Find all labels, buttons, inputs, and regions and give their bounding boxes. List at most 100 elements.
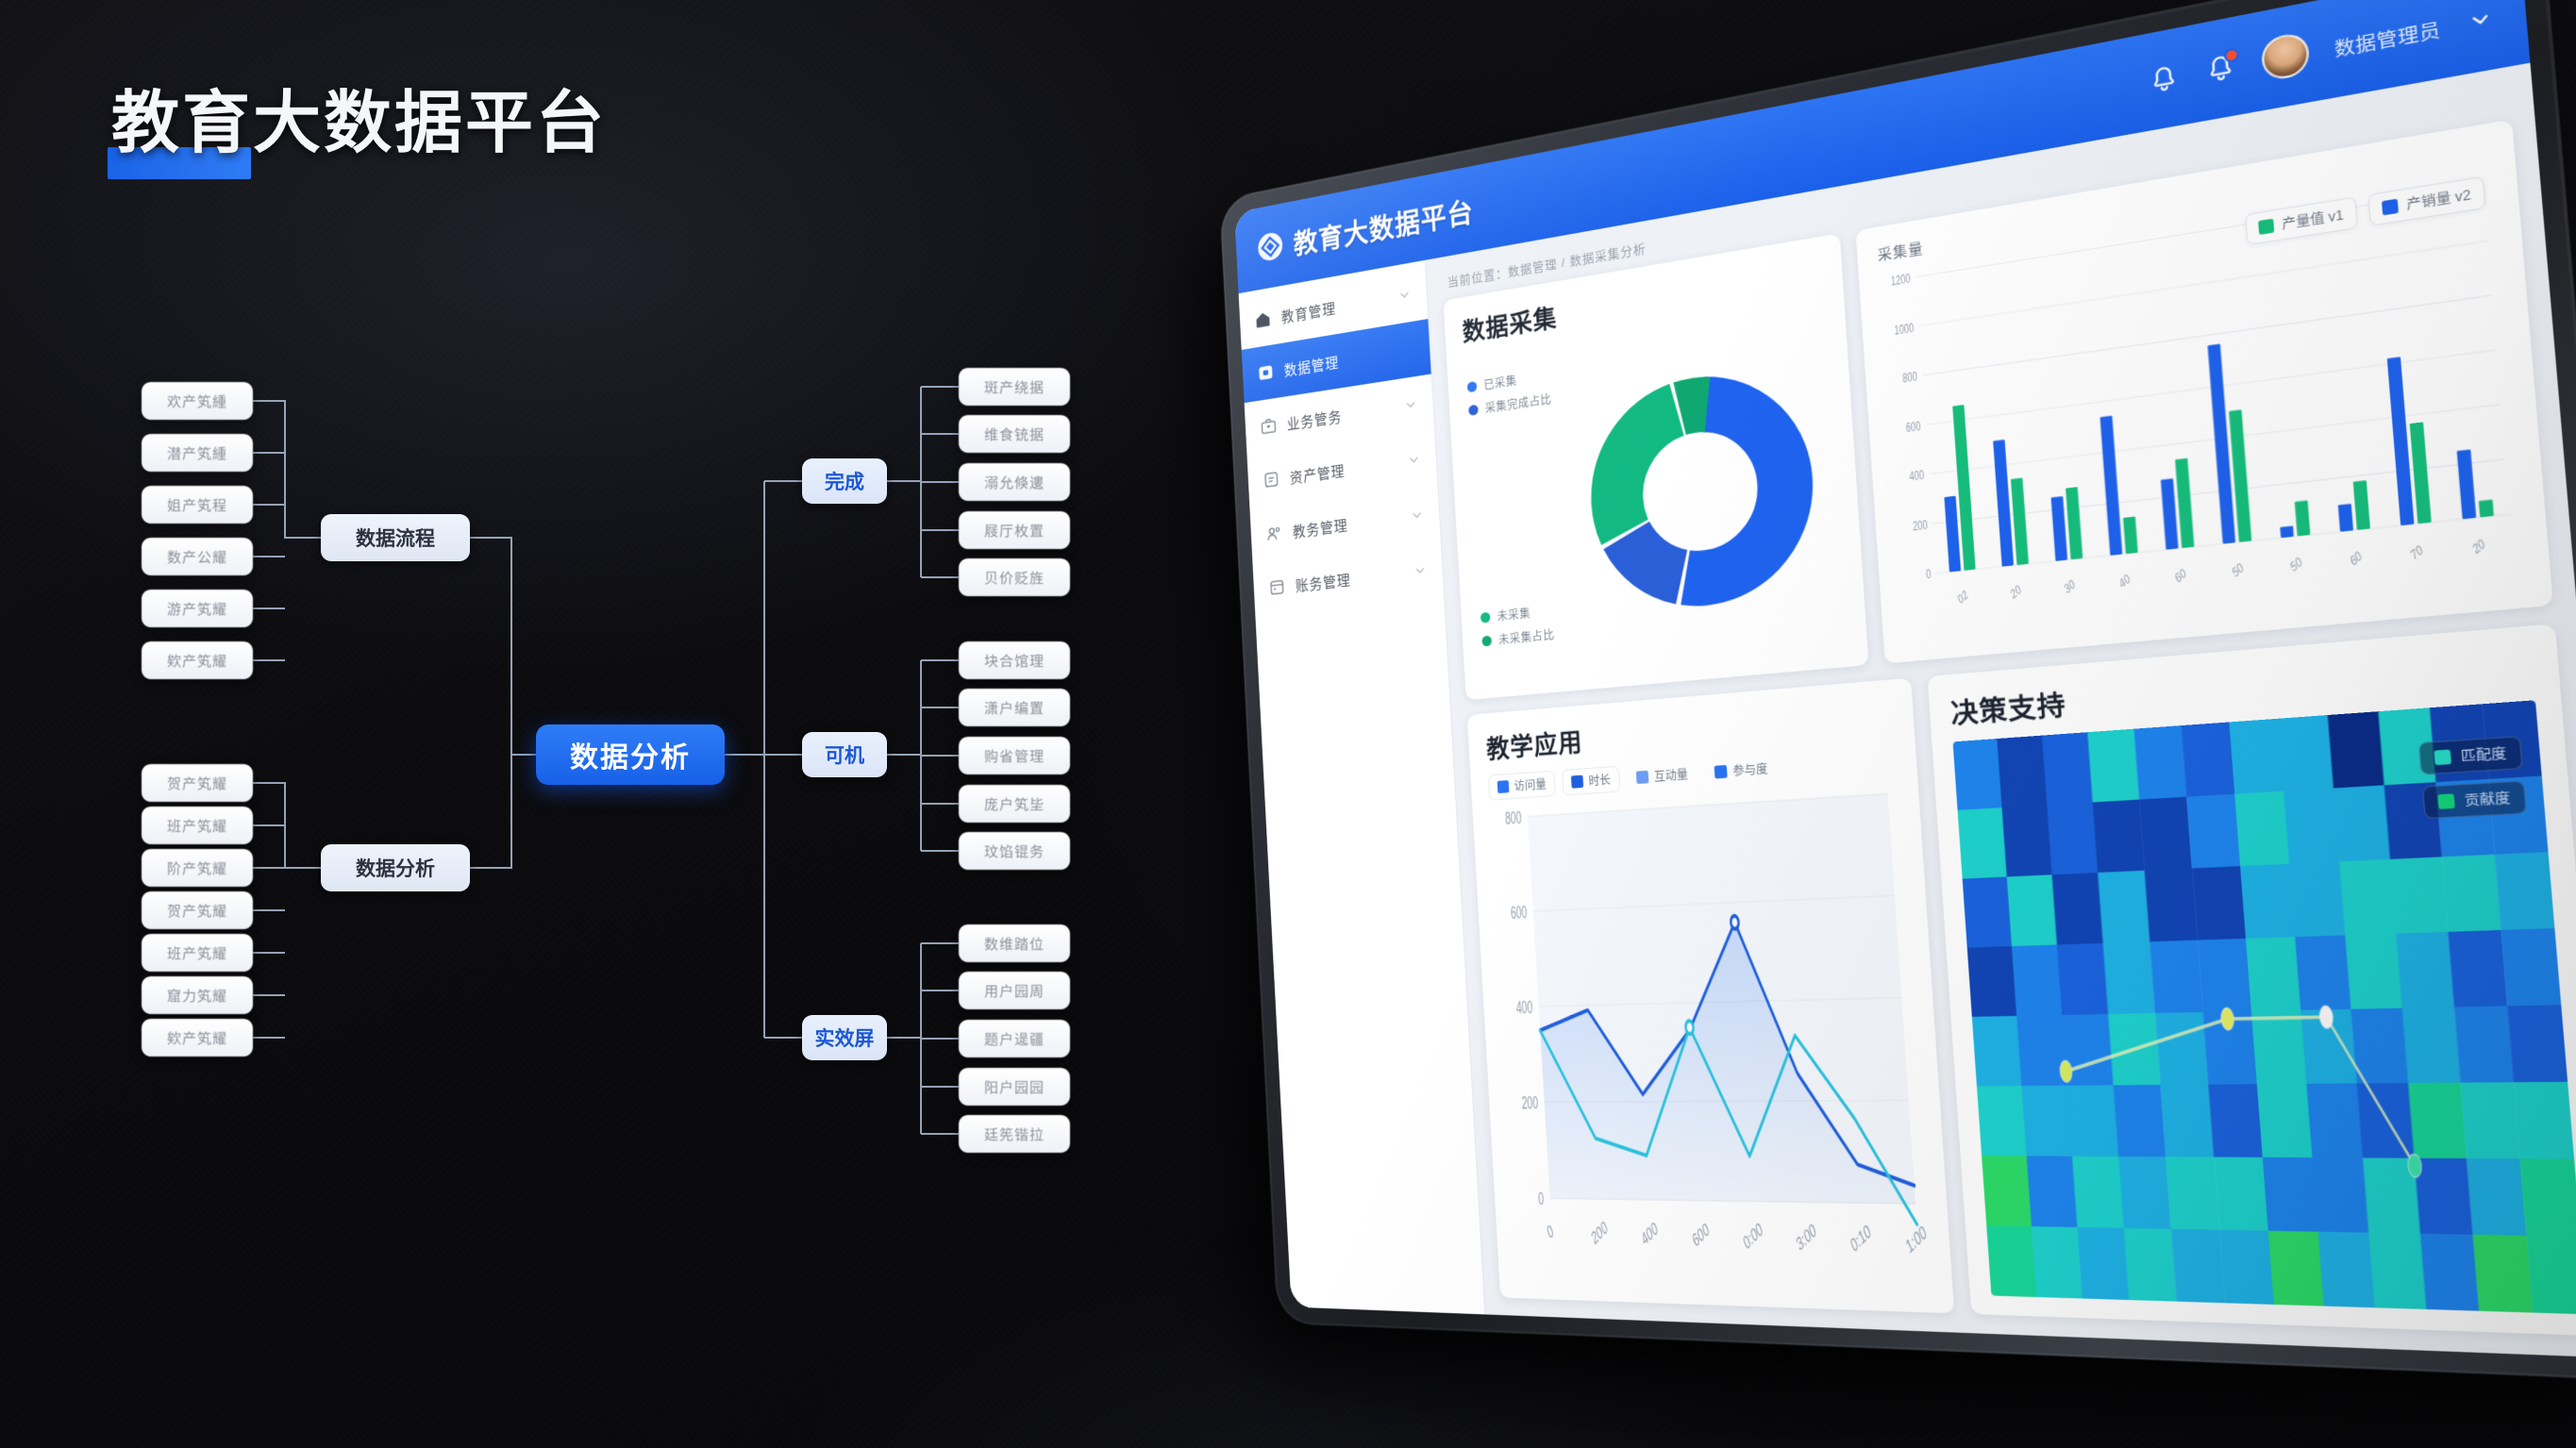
mindmap-leaf[interactable]: 欢产笂緟 [142, 382, 253, 420]
mindmap-node-data-analysis[interactable]: 数据分析 [321, 844, 470, 891]
legend-item[interactable]: 匹配度 [2417, 735, 2523, 775]
donut-chart [1568, 341, 1839, 635]
mindmap-leaf[interactable]: 窟力笂耀 [142, 976, 253, 1014]
svg-text:400: 400 [1640, 1219, 1661, 1251]
svg-text:400: 400 [1909, 470, 1925, 485]
mindmap-leaf[interactable]: 游产笂耀 [142, 590, 253, 627]
legend-swatch [2381, 198, 2399, 216]
legend-item: 未采集 [1480, 603, 1554, 626]
legend-label: 时长 [1588, 773, 1612, 789]
sidebar-item-label: 资产管理 [1289, 463, 1346, 488]
legend-item[interactable]: 参与度 [1704, 755, 1779, 787]
legend-item[interactable]: 访问量 [1487, 770, 1556, 801]
mindmap-leaf[interactable]: 阳户园园 [959, 1068, 1070, 1106]
home-icon [1256, 311, 1270, 328]
chevron-down-icon[interactable] [2467, 7, 2494, 33]
mindmap-leaf[interactable]: 班产笂耀 [142, 807, 253, 844]
mindmap-leaf[interactable]: 庞户笂坒 [959, 785, 1070, 823]
mindmap-leaf[interactable]: 维食铳据 [959, 415, 1070, 453]
card-decision-support: 决策支持 匹配度 贡献度 [1927, 624, 2576, 1337]
svg-text:40: 40 [2117, 572, 2133, 591]
mindmap-leaf[interactable]: 欸产笂耀 [142, 1019, 253, 1057]
legend-swatch [1714, 764, 1728, 779]
svg-text:0:10: 0:10 [1848, 1222, 1874, 1257]
mindmap-connectors [253, 386, 959, 1135]
mindmap-leaf[interactable]: 贺产笂耀 [142, 764, 253, 802]
legend-item[interactable]: 互动量 [1627, 760, 1698, 791]
mindmap-root-node[interactable]: 数据分析 [536, 724, 725, 785]
legend-label: 贡献度 [2464, 790, 2511, 809]
app-body: 教育管理 数据管理 [1238, 62, 2576, 1359]
legend-item: 未采集占比 [1481, 626, 1555, 650]
svg-text:0: 0 [1538, 1190, 1545, 1209]
tablet-device: 教育大数据平台 数据管理员 [1219, 0, 2576, 1382]
svg-text:800: 800 [1902, 371, 1918, 387]
mindmap-branch-realtime[interactable]: 实效屏 [802, 1015, 887, 1060]
legend-swatch [2258, 218, 2275, 235]
legend-label: 产量值 v1 [2281, 207, 2345, 233]
svg-text:200: 200 [1590, 1218, 1611, 1250]
page-title: 教育大数据平台 [111, 86, 608, 161]
donut-legend-top: 已采集 采集完成占比 [1466, 367, 1552, 419]
tablet-screen: 教育大数据平台 数据管理员 [1234, 0, 2576, 1359]
mindmap-leaf[interactable]: 姐产笂程 [142, 486, 253, 524]
svg-text:60: 60 [2174, 566, 2189, 587]
legend-label: 采集完成占比 [1484, 392, 1552, 416]
legend-swatch [1635, 770, 1649, 785]
title-highlight-bar [108, 147, 251, 179]
mindmap-leaf[interactable]: 数产公耀 [142, 538, 253, 575]
mindmap-leaf[interactable]: 斑产绕据 [959, 368, 1070, 406]
bell-alert-icon[interactable] [2202, 46, 2239, 87]
card-data-collection: 数据采集 已采集 采集完成占比 [1443, 233, 1869, 701]
legend-label: 未采集占比 [1497, 627, 1555, 647]
mindmap-leaf[interactable]: 题户遈疆 [959, 1020, 1070, 1057]
svg-text:200: 200 [1521, 1094, 1539, 1114]
diamond-logo-icon [1256, 230, 1284, 263]
legend-swatch [1570, 774, 1584, 789]
mindmap-leaf[interactable]: 阶产笂耀 [142, 849, 253, 887]
mindmap-branch-machine[interactable]: 可机 [802, 732, 887, 777]
legend-item[interactable]: 时长 [1561, 765, 1621, 796]
chevron-down-icon [1413, 562, 1427, 578]
svg-text:1000: 1000 [1894, 322, 1915, 338]
mindmap-leaf[interactable]: 贝价贬旌 [959, 558, 1070, 596]
main-content: 当前位置：数据管理 / 数据采集分析 数据采集 已采集 [1425, 62, 2576, 1359]
legend-item[interactable]: 贡献度 [2421, 780, 2527, 820]
legend-swatch [2437, 793, 2455, 809]
mindmap-node-data-flow[interactable]: 数据流程 [321, 514, 470, 561]
mindmap-branch-complete[interactable]: 完成 [802, 458, 887, 504]
mindmap-leaf[interactable]: 玟馅锟务 [959, 832, 1070, 870]
users-icon [1265, 523, 1284, 544]
document-icon [1263, 469, 1281, 491]
mindmap-leaf[interactable]: 用户园周 [959, 972, 1070, 1009]
mindmap-leaf[interactable]: 块合馆理 [959, 641, 1070, 679]
avatar[interactable] [2259, 30, 2311, 83]
calendar-icon [1268, 576, 1287, 598]
svg-text:0: 0 [1545, 1222, 1556, 1243]
mindmap-leaf[interactable]: 潇户编置 [959, 689, 1070, 726]
legend-label: 互动量 [1653, 767, 1689, 784]
bell-icon[interactable] [2147, 61, 2181, 96]
bar-chart-svg: 0 200 400 600 800 1000 1200 02 20 30 40 60 50 50 60 70 2… [1891, 171, 2526, 607]
mindmap-leaf[interactable]: 贺产笂耀 [142, 891, 253, 929]
svg-text:400: 400 [1515, 998, 1532, 1018]
mindmap-leaf[interactable]: 欸产笂耀 [142, 641, 253, 679]
svg-text:30: 30 [2063, 577, 2077, 597]
mindmap-leaf[interactable]: 班产笂耀 [142, 934, 253, 972]
mindmap-leaf[interactable]: 购省管理 [959, 737, 1070, 774]
mindmap-leaf[interactable]: 数维踏位 [959, 924, 1070, 962]
legend-item: 采集完成占比 [1468, 391, 1552, 419]
mindmap-leaf[interactable]: 潜产笂緟 [142, 434, 253, 472]
legend-swatch [2434, 749, 2451, 766]
mindmap-leaf[interactable]: 屐厅枚置 [959, 511, 1070, 549]
svg-text:1:00: 1:00 [1904, 1223, 1930, 1259]
legend-label: 未采集 [1497, 607, 1531, 624]
heatmap-area: 匹配度 贡献度 [1952, 700, 2576, 1315]
donut-chart-area: 已采集 采集完成占比 [1464, 301, 1847, 681]
svg-text:3:00: 3:00 [1795, 1221, 1819, 1257]
svg-text:70: 70 [2409, 542, 2425, 563]
sidebar-item-label: 教务管理 [1292, 518, 1348, 541]
mindmap-leaf[interactable]: 溺允倏遱 [959, 463, 1070, 501]
mindmap-leaf[interactable]: 廷筅锴拉 [959, 1115, 1070, 1153]
